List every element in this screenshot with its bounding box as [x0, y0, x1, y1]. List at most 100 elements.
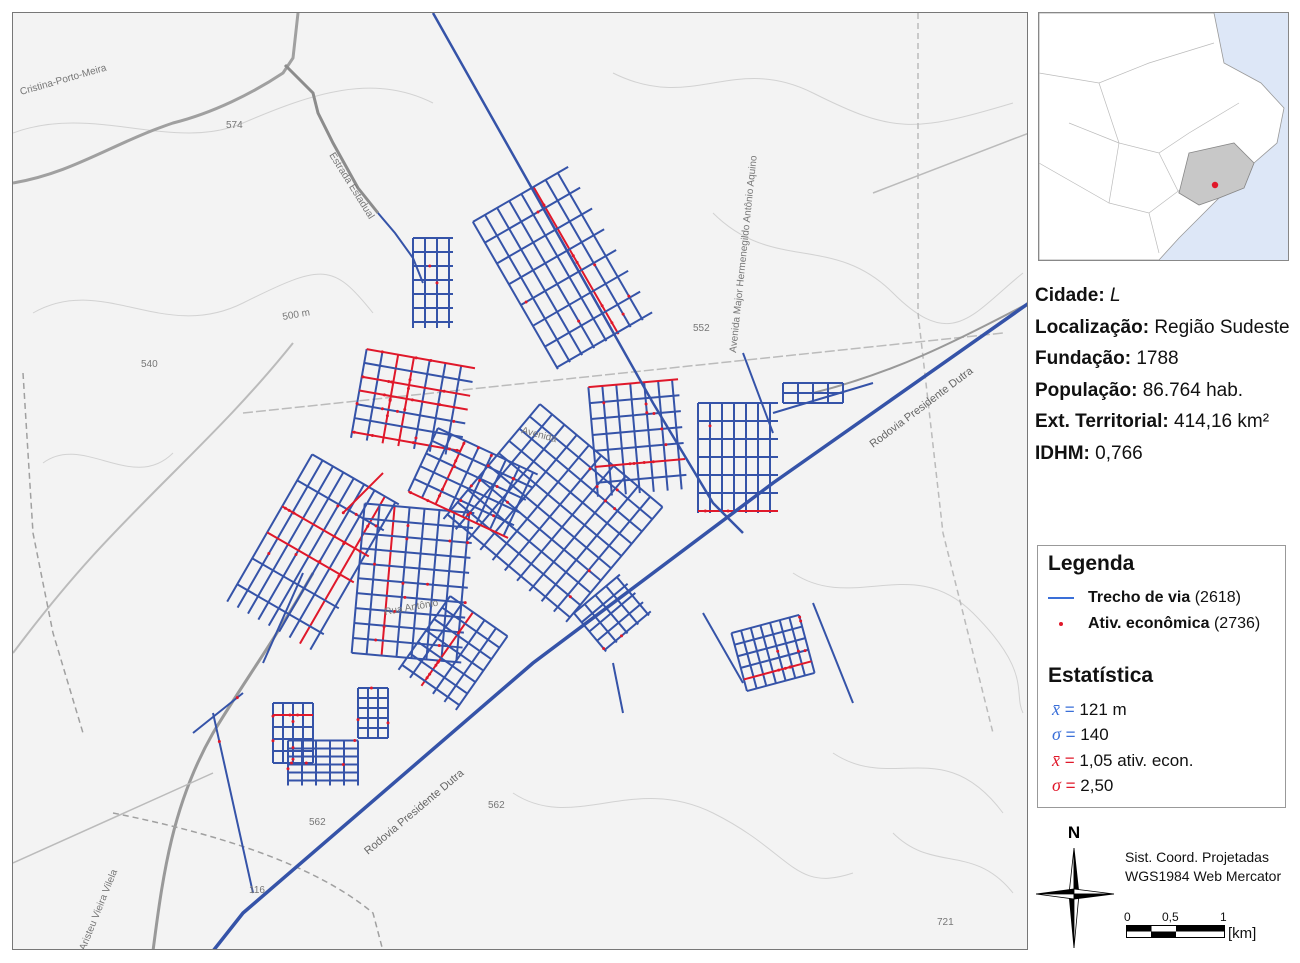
street-segment: [443, 627, 497, 703]
street-segment: [266, 531, 355, 584]
street-segment: [425, 629, 484, 672]
activity-point: [405, 537, 409, 541]
street-segment: [788, 617, 806, 676]
street-segment: [352, 636, 463, 649]
street-segment: [730, 632, 748, 692]
activity-point: [435, 281, 439, 285]
street-segment: [520, 193, 608, 342]
brazil-locator: [1039, 13, 1285, 260]
activity-point: [287, 508, 291, 512]
activity-point: [627, 294, 631, 298]
street-segment: [496, 207, 583, 356]
activity-point: [524, 300, 528, 304]
street-segment: [262, 572, 304, 664]
activity-point: [304, 761, 308, 765]
street-segment: [401, 664, 460, 706]
activity-point: [395, 409, 399, 413]
street-segment: [539, 403, 664, 508]
activity-point: [613, 507, 617, 511]
activity-point: [621, 312, 625, 316]
label-aristeu: Aristeu Vieira Vilela: [78, 868, 121, 950]
street-segment: [267, 477, 355, 627]
street-segment: [484, 186, 581, 244]
street-network: [192, 166, 874, 894]
street-segment: [798, 614, 816, 674]
activity-point: [386, 721, 390, 725]
street-segment: [742, 352, 774, 434]
activity-point: [652, 412, 656, 416]
coord-line2: WGS1984 Web Mercator: [1125, 868, 1282, 884]
activity-point: [776, 649, 780, 653]
street-segment: [472, 166, 569, 223]
activity-point: [366, 524, 370, 528]
activity-point: [577, 319, 581, 323]
street-segment: [467, 489, 592, 594]
street-segment: [472, 221, 559, 370]
street-segment: [413, 360, 431, 450]
street-segment: [532, 186, 620, 335]
activity-point: [337, 574, 341, 578]
activity-point: [708, 424, 712, 428]
street-segment: [413, 477, 515, 527]
street-segment: [364, 361, 473, 384]
activity-point: [411, 441, 415, 445]
activity-point: [489, 453, 493, 457]
activity-point: [406, 524, 410, 528]
activity-point: [406, 387, 410, 391]
activity-point: [403, 407, 407, 411]
city-map[interactable]: Cristina-Porto-Meira Estrada Estadual Av…: [13, 13, 1028, 950]
street-segment: [540, 485, 639, 602]
legend-item-activity: Ativ. econômica (2736): [1048, 615, 1260, 633]
activity-point: [587, 569, 591, 573]
street-segment: [532, 269, 629, 327]
activity-point: [452, 419, 456, 423]
street-segment: [479, 434, 578, 551]
street-segment: [520, 249, 617, 306]
street-segment: [544, 290, 641, 348]
activity-point: [217, 739, 221, 743]
street-segment: [734, 625, 803, 646]
street-segment: [311, 453, 400, 506]
activity-point: [318, 559, 322, 563]
activity-point: [783, 666, 787, 670]
map-frame[interactable]: Cristina-Porto-Meira Estrada Estadual Av…: [12, 12, 1028, 950]
street-segment: [288, 489, 376, 639]
info-cidade: Cidade: L: [1035, 285, 1121, 306]
street-segment: [737, 637, 806, 658]
street-segment: [247, 465, 334, 615]
activity-point: [798, 615, 802, 619]
dot-symbol-icon: [1048, 615, 1088, 633]
activity-point: [388, 397, 392, 401]
activity-point: [457, 630, 461, 634]
activity-point: [370, 433, 374, 437]
activity-point: [428, 264, 432, 268]
street-segment: [354, 622, 464, 634]
street-segment: [362, 532, 472, 544]
activity-point: [726, 509, 730, 513]
activity-point: [463, 601, 467, 605]
activity-point: [380, 350, 384, 354]
scale-tick-1: 1: [1220, 910, 1227, 924]
activity-point: [414, 356, 418, 360]
street-segment: [508, 228, 605, 286]
activity-point: [385, 414, 389, 418]
coordinate-system: Sist. Coord. Projetadas WGS1984 Web Merc…: [1125, 848, 1281, 886]
activity-point: [495, 485, 499, 489]
activity-point: [536, 210, 540, 214]
street-segment: [434, 440, 467, 505]
activity-point: [332, 534, 336, 538]
legend-box: Legenda Trecho de via (2618) Ativ. econô…: [1037, 545, 1286, 808]
activity-point: [615, 488, 619, 492]
activity-point: [343, 541, 347, 545]
street-segment: [309, 501, 397, 651]
north-arrow: N: [1035, 818, 1116, 963]
activity-point: [294, 552, 298, 556]
street-segment: [351, 430, 461, 452]
street-segment: [498, 452, 622, 557]
activity-point: [459, 498, 463, 502]
street-segment: [489, 465, 521, 530]
label-estrada-estadual: Estrada Estadual: [326, 151, 376, 221]
activity-point: [380, 407, 384, 411]
street-segment: [454, 413, 553, 530]
activity-point: [455, 448, 459, 452]
